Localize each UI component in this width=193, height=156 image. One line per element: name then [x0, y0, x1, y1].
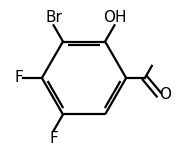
Text: F: F	[49, 131, 58, 146]
Text: OH: OH	[103, 10, 126, 25]
Text: F: F	[14, 71, 23, 85]
Text: O: O	[159, 87, 171, 102]
Text: Br: Br	[45, 10, 62, 25]
